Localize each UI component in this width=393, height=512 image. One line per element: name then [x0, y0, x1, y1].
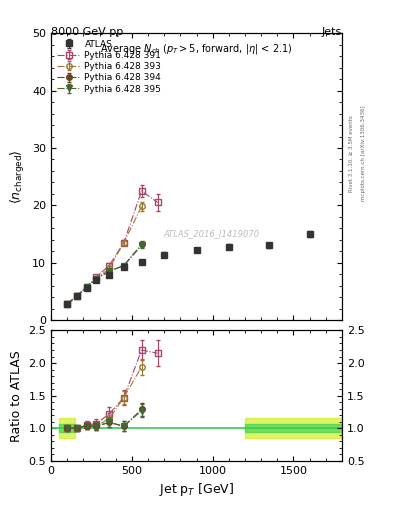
Bar — [245, 424, 342, 432]
Bar — [59, 424, 75, 432]
Y-axis label: $\langle n_\mathrm{charged} \rangle$: $\langle n_\mathrm{charged} \rangle$ — [9, 150, 27, 204]
Bar — [59, 418, 75, 438]
Text: Rivet 3.1.10, ≥ 3.5M events: Rivet 3.1.10, ≥ 3.5M events — [349, 115, 354, 192]
Y-axis label: Ratio to ATLAS: Ratio to ATLAS — [10, 350, 23, 441]
Text: Average $N_{ch}$ ($p_T$$>$5, forward, $|\eta|$ < 2.1): Average $N_{ch}$ ($p_T$$>$5, forward, $|… — [100, 42, 293, 56]
X-axis label: Jet p$_{T}$ [GeV]: Jet p$_{T}$ [GeV] — [159, 481, 234, 498]
Bar — [245, 418, 342, 438]
Text: mcplots.cern.ch [arXiv:1306.3436]: mcplots.cern.ch [arXiv:1306.3436] — [361, 106, 366, 201]
Text: 8000 GeV pp: 8000 GeV pp — [51, 27, 123, 37]
Text: Jets: Jets — [321, 27, 342, 37]
Legend: ATLAS, Pythia 6.428 391, Pythia 6.428 393, Pythia 6.428 394, Pythia 6.428 395: ATLAS, Pythia 6.428 391, Pythia 6.428 39… — [55, 38, 163, 95]
Text: ATLAS_2016_I1419070: ATLAS_2016_I1419070 — [163, 229, 259, 239]
